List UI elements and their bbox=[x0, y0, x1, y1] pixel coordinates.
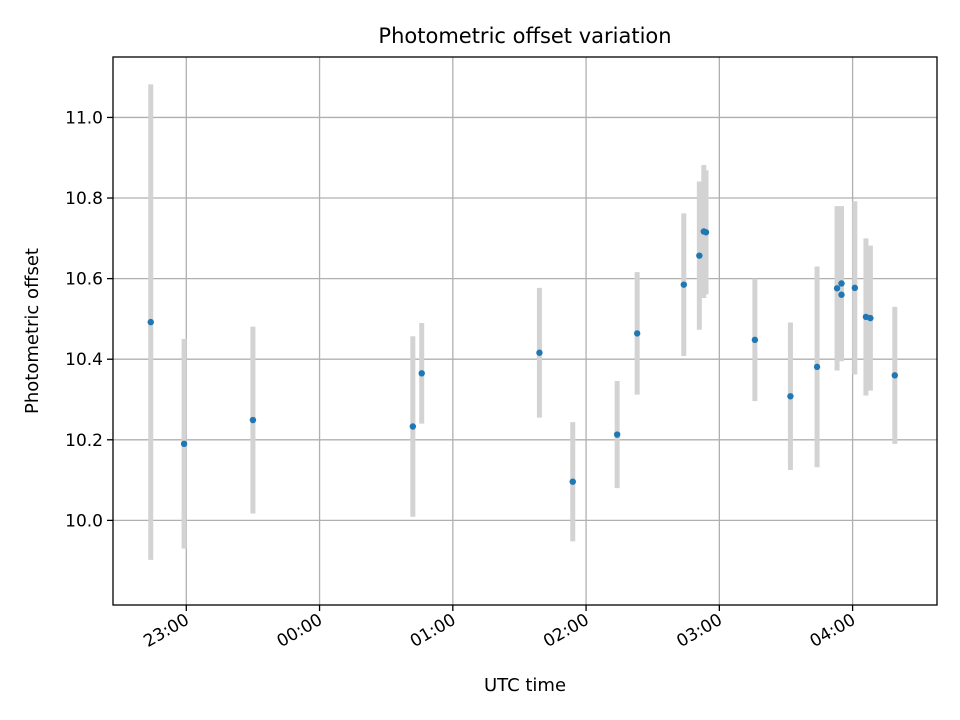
data-point bbox=[833, 285, 841, 292]
data-point bbox=[180, 440, 188, 448]
x-tick-label: 01:00 bbox=[407, 610, 459, 652]
data-points bbox=[147, 228, 899, 485]
x-tick-label: 02:00 bbox=[540, 610, 592, 652]
y-tick-label: 10.0 bbox=[65, 511, 103, 531]
y-tick-label: 10.6 bbox=[65, 270, 103, 290]
data-point bbox=[147, 318, 154, 326]
data-point bbox=[838, 291, 845, 298]
y-axis-label: Photometric offset bbox=[22, 248, 43, 414]
data-point bbox=[409, 423, 417, 430]
x-tick-label: 00:00 bbox=[274, 610, 326, 652]
data-point bbox=[851, 284, 859, 292]
data-point bbox=[569, 478, 576, 485]
y-tick-label: 10.8 bbox=[65, 189, 103, 209]
data-point bbox=[680, 281, 688, 288]
data-point bbox=[702, 229, 710, 236]
data-point bbox=[891, 372, 899, 379]
y-tick-label: 11.0 bbox=[65, 108, 103, 128]
data-point bbox=[633, 330, 641, 337]
data-point bbox=[813, 363, 821, 371]
chart-title: Photometric offset variation bbox=[378, 24, 671, 48]
data-point bbox=[613, 431, 621, 438]
x-tick-label: 23:00 bbox=[140, 610, 192, 652]
y-tick-label: 10.4 bbox=[65, 350, 103, 370]
data-point bbox=[838, 280, 845, 287]
x-axis-label: UTC time bbox=[484, 675, 566, 696]
data-point bbox=[536, 349, 543, 356]
data-point bbox=[696, 252, 703, 259]
data-point bbox=[787, 393, 794, 400]
data-point bbox=[249, 416, 257, 424]
x-tick-label: 04:00 bbox=[807, 610, 859, 652]
error-bars bbox=[148, 84, 898, 560]
y-tick-label: 10.2 bbox=[65, 431, 103, 451]
data-point bbox=[751, 336, 759, 344]
grid-lines bbox=[113, 57, 937, 605]
plot-frame bbox=[112, 56, 938, 606]
data-point bbox=[867, 314, 874, 322]
data-point bbox=[418, 370, 425, 377]
x-tick-label: 03:00 bbox=[673, 610, 725, 652]
